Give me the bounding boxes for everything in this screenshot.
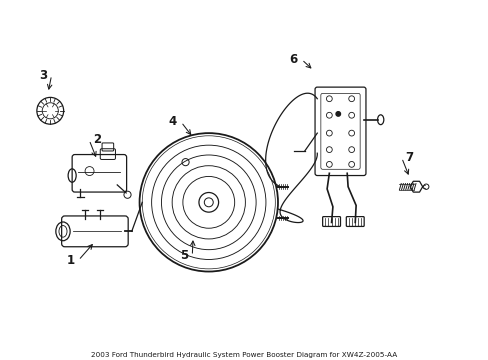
Circle shape [335,112,340,116]
Text: 3: 3 [40,68,47,82]
Text: 6: 6 [289,53,297,66]
Text: 1: 1 [66,254,74,267]
Text: 5: 5 [180,249,188,262]
Text: 7: 7 [405,151,413,164]
Text: 2003 Ford Thunderbird Hydraulic System Power Booster Diagram for XW4Z-2005-AA: 2003 Ford Thunderbird Hydraulic System P… [91,352,397,358]
Text: 4: 4 [168,116,177,129]
Text: 2: 2 [93,133,101,146]
